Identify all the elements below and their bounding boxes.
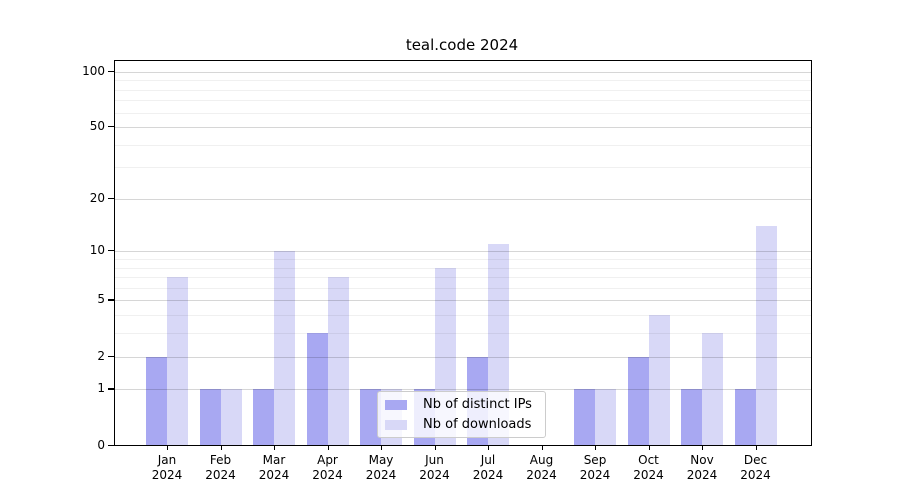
bar-ips-feb	[199, 389, 221, 445]
y-tick-label-5: 5	[97, 292, 105, 307]
bar-ips-apr	[306, 333, 328, 445]
y-tick-mark	[108, 197, 114, 200]
x-tick-mark	[167, 445, 169, 450]
bars-layer	[115, 61, 811, 445]
x-tick-label-sep: Sep 2024	[579, 453, 611, 482]
x-tick-label-apr: Apr 2024	[312, 453, 343, 482]
x-tick-mark	[381, 445, 383, 450]
x-tick-label-dec: Dec 2024	[740, 453, 771, 482]
x-tick-mark	[541, 445, 543, 450]
x-tick-label-oct: Oct 2024	[633, 453, 664, 482]
legend: Nb of distinct IPs Nb of downloads	[377, 391, 546, 438]
legend-swatch-downloads	[385, 419, 407, 430]
y-tick-label-100: 100	[82, 63, 105, 78]
bar-ips-sep	[574, 389, 595, 445]
bar-downloads-feb	[220, 389, 242, 445]
bar-ips-may	[360, 389, 381, 445]
x-tick-mark	[595, 445, 597, 450]
legend-label-downloads: Nb of downloads	[423, 417, 532, 432]
legend-label-distinct-ips: Nb of distinct IPs	[423, 397, 532, 412]
bar-downloads-dec	[755, 226, 777, 445]
y-tick-mark	[108, 126, 114, 128]
bar-downloads-jan	[167, 277, 188, 445]
x-tick-mark	[434, 445, 436, 450]
x-tick-label-jun: Jun 2024	[419, 453, 450, 482]
x-tick-mark	[755, 445, 757, 450]
bar-ips-mar	[253, 389, 274, 445]
legend-item-distinct-ips: Nb of distinct IPs	[385, 397, 537, 412]
bar-ips-nov	[681, 389, 702, 445]
x-tick-label-aug: Aug 2024	[526, 453, 557, 482]
x-tick-mark	[274, 445, 276, 450]
y-tick-label-20: 20	[89, 190, 105, 205]
bar-ips-jan	[146, 356, 167, 445]
plot-area	[114, 60, 812, 446]
x-tick-label-may: May 2024	[365, 453, 397, 482]
y-tick-label-0: 0	[97, 437, 105, 452]
x-tick-label-feb: Feb 2024	[205, 453, 236, 482]
y-tick-label-50: 50	[89, 119, 105, 134]
x-tick-label-jan: Jan 2024	[151, 453, 183, 482]
y-tick-label-10: 10	[89, 243, 105, 258]
x-tick-mark	[327, 445, 329, 450]
y-tick-label-2: 2	[97, 348, 105, 363]
bar-downloads-apr	[327, 277, 349, 445]
bar-downloads-oct	[648, 315, 670, 445]
bar-downloads-nov	[702, 333, 723, 445]
y-tick-mark	[108, 388, 114, 390]
x-tick-label-mar: Mar 2024	[258, 453, 290, 482]
legend-swatch-distinct-ips	[385, 399, 407, 410]
bar-downloads-sep	[595, 389, 616, 445]
x-tick-label-nov: Nov 2024	[686, 453, 718, 482]
y-tick-mark	[108, 299, 114, 301]
x-tick-mark	[702, 445, 704, 450]
legend-item-downloads: Nb of downloads	[385, 417, 537, 432]
x-tick-mark	[488, 445, 490, 450]
y-tick-mark	[108, 444, 114, 446]
x-tick-mark	[648, 445, 650, 450]
bar-ips-oct	[627, 356, 649, 445]
x-tick-mark	[220, 445, 222, 450]
x-tick-label-jul: Jul 2024	[472, 453, 504, 482]
chart-title: teal.code 2024	[405, 36, 519, 54]
y-tick-label-1: 1	[97, 381, 105, 396]
y-tick-mark	[108, 70, 114, 72]
y-tick-mark	[108, 250, 114, 252]
y-tick-mark	[108, 355, 114, 357]
bar-downloads-mar	[274, 251, 295, 445]
bar-ips-dec	[734, 389, 756, 445]
